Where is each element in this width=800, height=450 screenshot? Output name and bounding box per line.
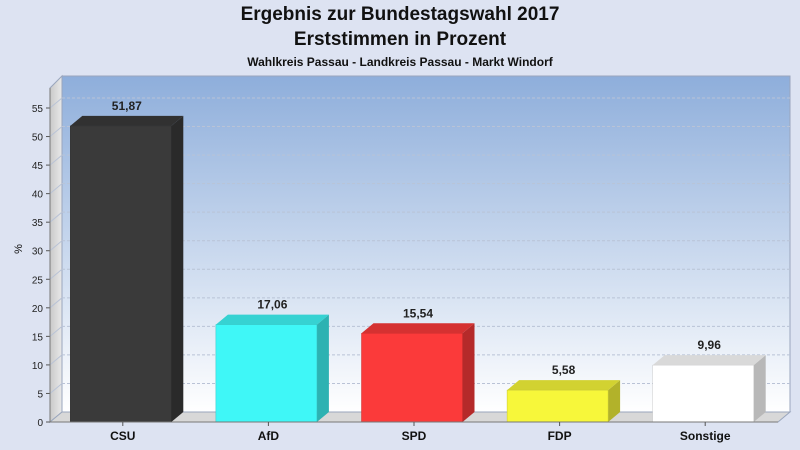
x-category-label: AfD [258,429,280,443]
y-tick-label: 30 [32,247,44,258]
bar-top [70,115,184,126]
y-tick-label: 5 [37,389,43,400]
bar-front [70,125,172,423]
bar-spd [361,323,475,423]
bar-top [652,355,766,366]
gridline-side [49,126,63,137]
y-tick-label: 35 [32,218,44,229]
y-tick-label: 40 [32,190,44,201]
bar-value-label: 5,58 [552,363,576,377]
y-tick-label: 0 [37,418,43,429]
bar-value-label: 9,96 [698,338,722,352]
bar-value-label: 17,06 [257,298,287,312]
gridline-side [49,268,63,280]
bar-front [506,389,609,423]
chart-subtitle: Wahlkreis Passau - Landkreis Passau - Ma… [247,55,553,69]
bar-side [316,314,329,422]
bar-top [507,380,621,391]
y-tick-label: 15 [32,332,44,343]
y-tick-label: 10 [32,361,44,372]
gridline-side [49,211,63,223]
bar-front [215,324,318,423]
bar-value-label: 15,54 [403,306,433,320]
chart-title-block: Ergebnis zur Bundestagswahl 2017 Erststi… [0,2,800,70]
gridline-side [49,183,63,195]
y-tick-label: 50 [32,133,44,144]
bar-afd [215,314,329,423]
bar-front [652,364,754,423]
bar-sonstige [652,355,766,423]
gridline-side [49,240,63,252]
y-tick-label: 55 [32,104,44,115]
gridline-side [49,354,63,366]
x-category-label: Sonstige [680,429,731,443]
y-axis-label: % [13,244,25,254]
bar-value-label: 51,87 [112,99,142,113]
bar-top [215,314,329,325]
gridline-side [49,325,63,337]
bar-front [361,333,463,423]
gridline-side [49,154,63,166]
x-category-label: SPD [402,429,427,443]
y-tick-label: 25 [32,275,44,286]
gridline-side [49,297,63,309]
gridline-side [49,383,63,394]
bar-top [361,323,475,334]
bar-side [171,115,184,423]
gridline-side [49,97,63,109]
x-category-label: CSU [110,429,135,443]
bar-side [608,380,621,422]
chart-title-line1: Ergebnis zur Bundestagswahl 2017 [240,4,560,25]
y-tick-label: 45 [32,161,44,172]
bar-side [462,323,475,422]
bar-fdp [506,380,621,423]
y-tick-label: 20 [32,304,44,315]
x-category-label: FDP [548,429,572,443]
chart-title-line2: Erststimmen in Prozent [293,29,507,50]
bar-csu [70,115,184,423]
bar-side [753,355,766,422]
